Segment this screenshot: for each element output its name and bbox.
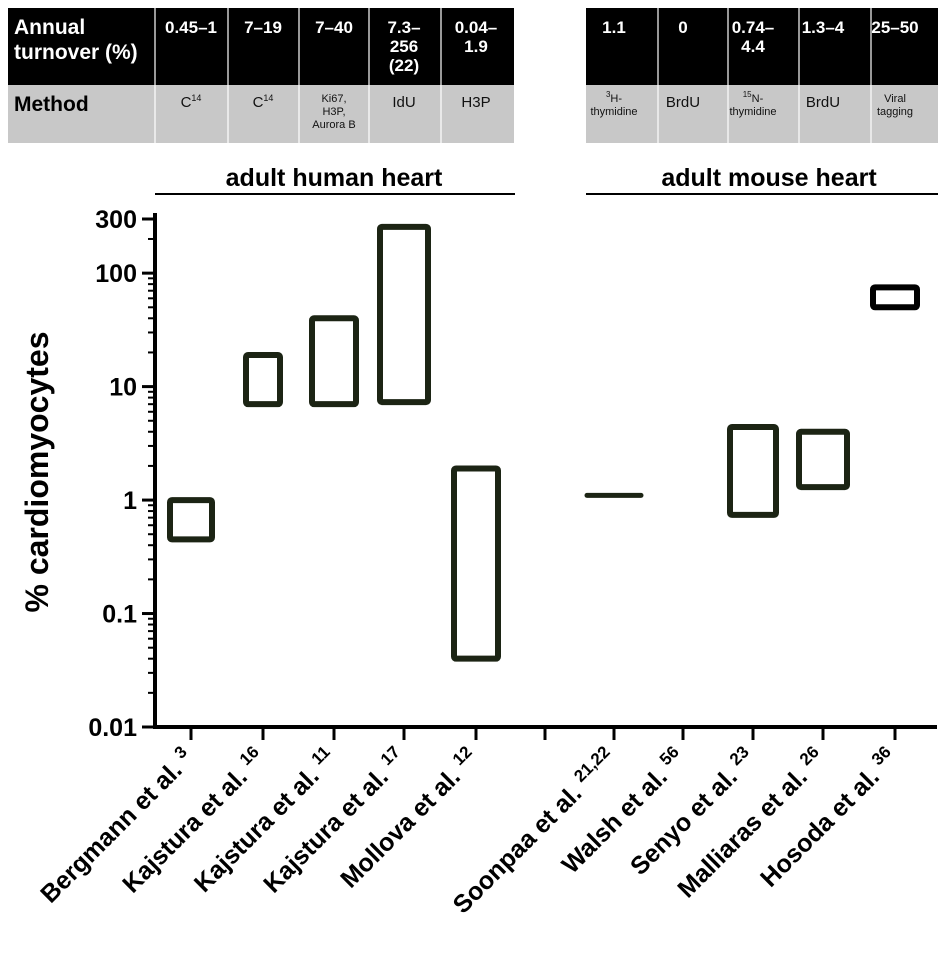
table-method-bg-mouse (586, 85, 938, 143)
group-headers: adult human heart adult mouse heart (155, 164, 938, 195)
turnover-value: 25–50 (871, 18, 918, 37)
method-value: 3H-thymidine (590, 90, 637, 118)
y-tick-label: 0.1 (102, 601, 137, 629)
method-value: BrdU (666, 94, 700, 111)
range-box-kajstura-16 (243, 351, 283, 408)
turnover-value: 7–40 (315, 18, 353, 37)
turnover-value: 0.74– 4.4 (732, 18, 775, 56)
group-header: adult human heart (226, 164, 443, 192)
method-value: H3P (461, 94, 490, 111)
method-value: C14 (253, 93, 274, 111)
turnover-value: 0.45–1 (165, 18, 217, 37)
turnover-value: 0 (678, 18, 687, 37)
method-value: 15N-thymidine (729, 90, 776, 118)
turnover-table: Annual turnover (%) Method 0.45–1 C14 7–19 C14… (8, 8, 938, 143)
range-boxes (167, 223, 920, 728)
range-box-malliaras-26 (796, 428, 850, 491)
method-value: Viral tagging (877, 93, 913, 118)
turnover-value: 7.3– 256 (22) (387, 18, 420, 75)
turnover-value: 1.3–4 (802, 18, 845, 37)
method-value: Ki67, H3P, Aurora B (312, 93, 355, 131)
range-box-kajstura-11 (309, 315, 359, 408)
y-tick-label: 100 (95, 260, 137, 288)
table-header-bg-mouse (586, 8, 938, 85)
group-header: adult mouse heart (661, 164, 877, 192)
range-box-hosoda-36 (870, 284, 920, 311)
turnover-value: 0.04– 1.9 (455, 18, 498, 56)
row-label-method: Method (14, 93, 89, 116)
range-box-mollova-12 (451, 465, 501, 662)
turnover-value: 7–19 (244, 18, 282, 37)
table-header-bg-human (8, 8, 514, 85)
row-label-turnover: Annual turnover (%) (14, 16, 138, 64)
range-box-bergmann-3 (167, 497, 215, 543)
method-value: C14 (181, 93, 202, 111)
y-tick-label: 10 (109, 374, 137, 402)
range-box-kajstura-17 (377, 223, 431, 406)
y-tick-label: 0.01 (88, 714, 137, 742)
y-tick-label: 300 (95, 206, 137, 234)
y-axis-label: % cardiomyocytes (19, 331, 55, 612)
table-method-bg-human (8, 85, 514, 143)
method-value: BrdU (806, 94, 840, 111)
chart-axes: 0.01 0.1 1 10 100 300 % cardiomyocytes (19, 206, 937, 742)
range-box-senyo-23 (727, 424, 779, 518)
y-tick-label: 1 (123, 487, 137, 515)
method-value: IdU (392, 94, 415, 111)
turnover-value: 1.1 (602, 18, 626, 37)
